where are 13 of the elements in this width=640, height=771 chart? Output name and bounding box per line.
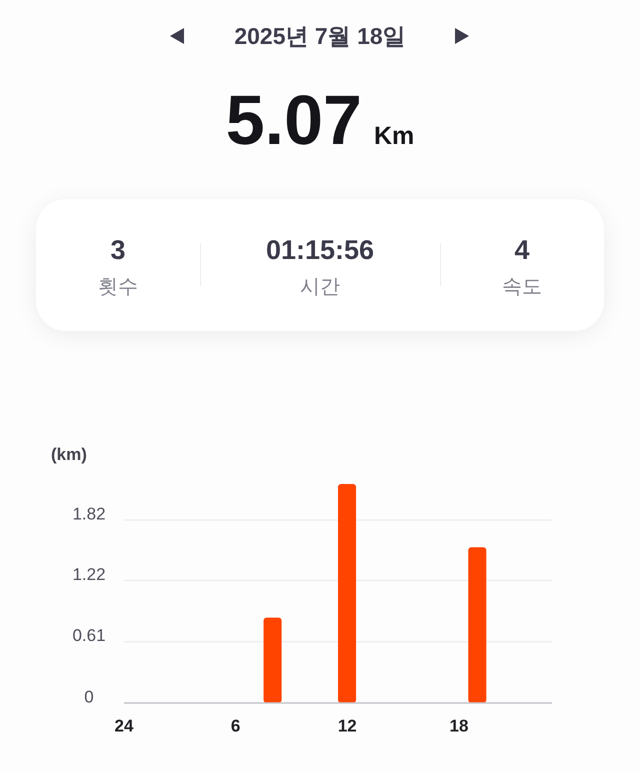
- text: Km: [374, 122, 414, 151]
- y-tick-label: 0: [84, 687, 94, 706]
- stats-card: 3 횟수 01:15:56 시간 4 속도: [36, 199, 604, 331]
- x-tick-label: 12: [338, 716, 357, 736]
- y-tick-label: 1.82: [72, 504, 106, 524]
- chart-title: 2025년 7월 18일: [233, 22, 407, 51]
- x-tick-label: 18: [449, 716, 468, 736]
- y-axis-title: (km): [51, 444, 87, 466]
- text: 5.07: [226, 80, 362, 160]
- y-tick-label: 1.22: [72, 564, 106, 584]
- y-tick-label: 0.61: [72, 626, 106, 646]
- x-tick-label: 24: [114, 716, 134, 736]
- x-tick-label: 6: [230, 716, 240, 736]
